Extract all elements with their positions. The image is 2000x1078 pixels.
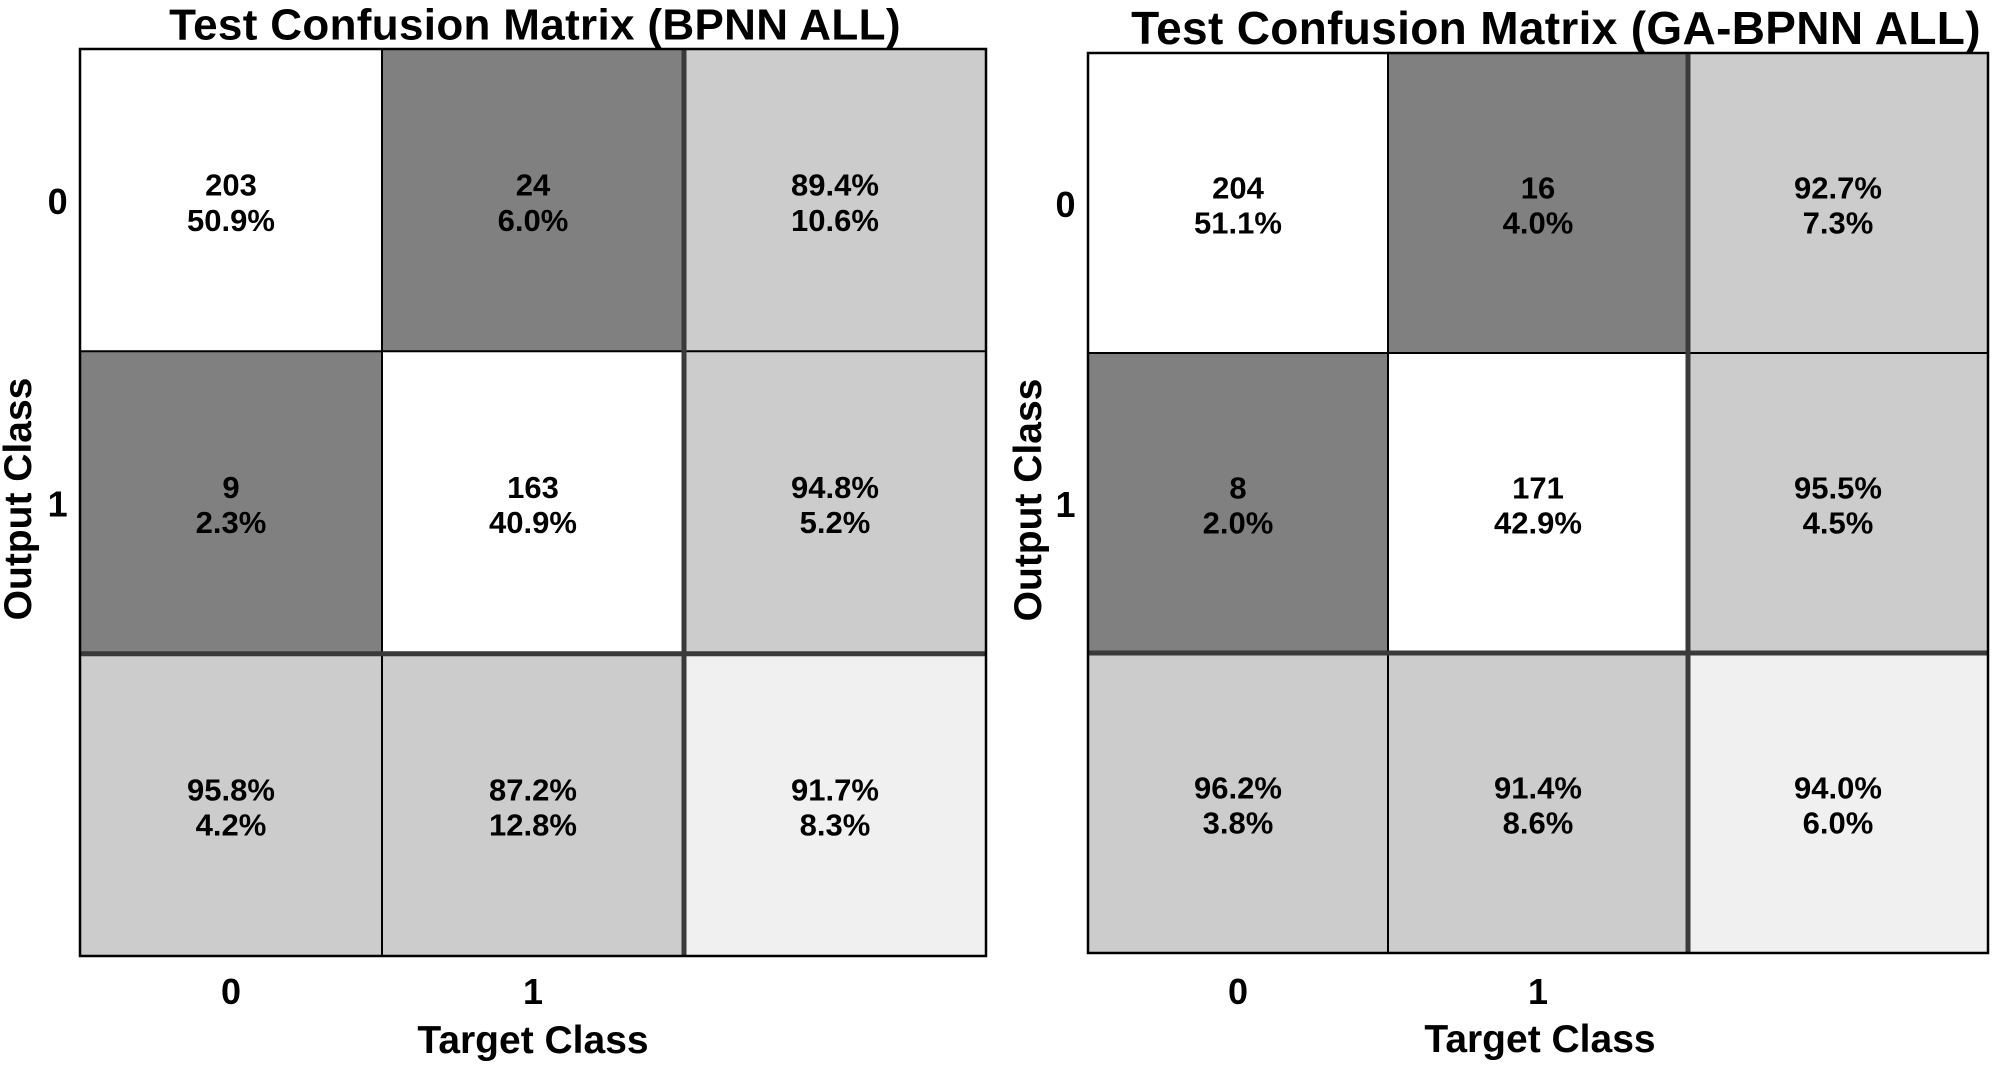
svg-text:4.5%: 4.5% <box>1803 506 1874 541</box>
svg-text:5.2%: 5.2% <box>800 505 871 540</box>
svg-text:0: 0 <box>1228 971 1248 1012</box>
svg-text:0: 0 <box>221 971 241 1012</box>
svg-text:7.3%: 7.3% <box>1803 206 1874 241</box>
svg-text:1: 1 <box>1055 484 1075 525</box>
svg-text:51.1%: 51.1% <box>1194 206 1282 241</box>
svg-text:40.9%: 40.9% <box>489 505 577 540</box>
svg-text:42.9%: 42.9% <box>1494 506 1582 541</box>
svg-text:94.8%: 94.8% <box>791 470 879 505</box>
svg-text:163: 163 <box>507 470 559 505</box>
svg-text:91.7%: 91.7% <box>791 772 879 807</box>
svg-text:204: 204 <box>1212 171 1264 206</box>
svg-text:0: 0 <box>1055 184 1075 225</box>
svg-text:9: 9 <box>222 470 239 505</box>
svg-text:12.8%: 12.8% <box>489 808 577 843</box>
svg-text:8.3%: 8.3% <box>800 808 871 843</box>
svg-text:16: 16 <box>1521 171 1555 206</box>
svg-text:4.0%: 4.0% <box>1503 206 1574 241</box>
svg-text:1: 1 <box>48 484 68 525</box>
svg-text:87.2%: 87.2% <box>489 772 577 807</box>
svg-text:1: 1 <box>1528 971 1548 1012</box>
svg-text:24: 24 <box>516 168 551 203</box>
svg-text:203: 203 <box>205 168 257 203</box>
svg-text:171: 171 <box>1512 471 1564 506</box>
svg-text:8.6%: 8.6% <box>1503 806 1574 841</box>
svg-text:95.5%: 95.5% <box>1794 471 1882 506</box>
svg-text:Target Class: Target Class <box>417 1019 648 1062</box>
svg-text:95.8%: 95.8% <box>187 772 275 807</box>
svg-text:2.0%: 2.0% <box>1203 506 1274 541</box>
svg-text:50.9%: 50.9% <box>187 203 275 238</box>
svg-text:Target Class: Target Class <box>1424 1018 1655 1061</box>
svg-text:92.7%: 92.7% <box>1794 171 1882 206</box>
svg-text:3.8%: 3.8% <box>1203 806 1274 841</box>
svg-text:96.2%: 96.2% <box>1194 771 1282 806</box>
svg-text:94.0%: 94.0% <box>1794 771 1882 806</box>
svg-text:Output Class: Output Class <box>1007 379 1050 622</box>
svg-text:4.2%: 4.2% <box>196 808 267 843</box>
svg-text:91.4%: 91.4% <box>1494 771 1582 806</box>
svg-text:6.0%: 6.0% <box>1803 806 1874 841</box>
svg-text:10.6%: 10.6% <box>791 203 879 238</box>
svg-text:Output Class: Output Class <box>0 378 40 621</box>
svg-text:1: 1 <box>523 971 543 1012</box>
svg-text:89.4%: 89.4% <box>791 168 879 203</box>
svg-text:Test Confusion Matrix (GA-BPNN: Test Confusion Matrix (GA-BPNN ALL) <box>1131 2 1981 54</box>
svg-text:0: 0 <box>48 181 68 222</box>
svg-text:Test Confusion Matrix (BPNN AL: Test Confusion Matrix (BPNN ALL) <box>169 1 901 50</box>
svg-text:2.3%: 2.3% <box>196 505 267 540</box>
svg-text:8: 8 <box>1229 471 1246 506</box>
svg-text:6.0%: 6.0% <box>498 203 569 238</box>
